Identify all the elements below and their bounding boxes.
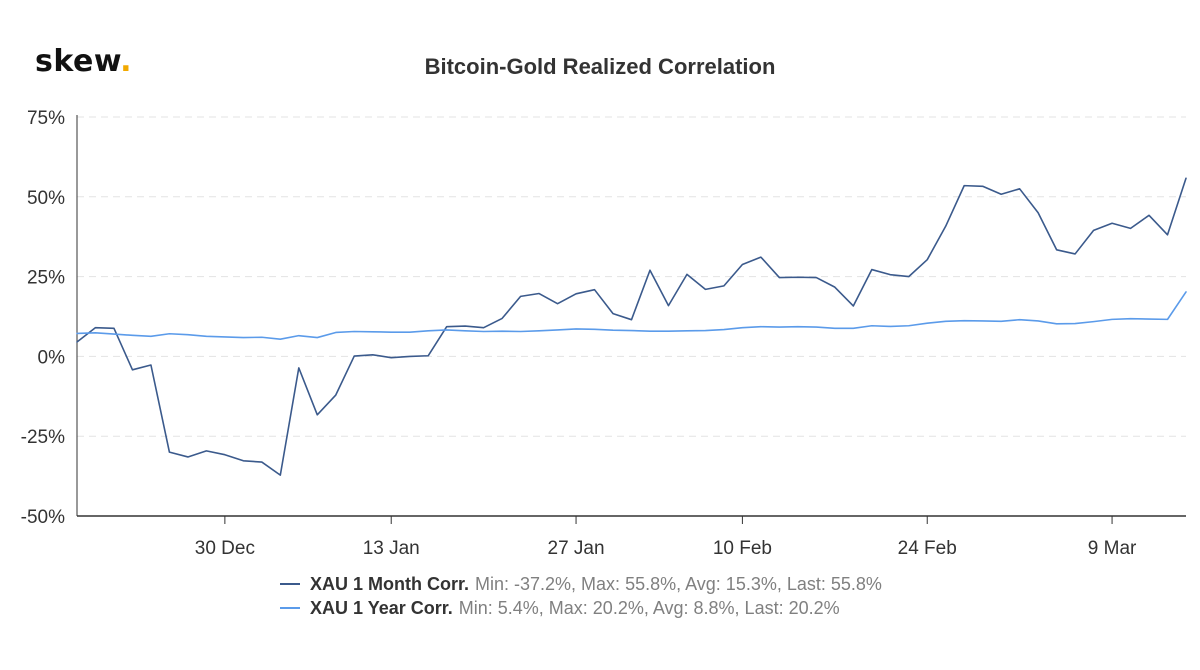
legend-swatch-1-year (280, 607, 300, 609)
legend-item-1-year[interactable]: XAU 1 Year Corr. Min: 5.4%, Max: 20.2%, … (280, 596, 882, 620)
brand-name: skew (35, 44, 121, 79)
chart-title: Bitcoin-Gold Realized Correlation (424, 54, 776, 79)
y-tick-label: -50% (21, 507, 65, 528)
legend-item-1-month[interactable]: XAU 1 Month Corr. Min: -37.2%, Max: 55.8… (280, 572, 882, 596)
legend[interactable]: XAU 1 Month Corr. Min: -37.2%, Max: 55.8… (280, 572, 882, 620)
legend-label-1-month: XAU 1 Month Corr. (310, 573, 470, 594)
skew-logo: skew. (35, 44, 132, 79)
series-line-1-month (76, 177, 1187, 476)
y-tick-label: 75% (27, 108, 65, 129)
axes: 75% 50% 25% 0% -25% -50% 30 Dec 13 Jan 27 Jan 10 … (21, 108, 1186, 559)
brand-dot: . (120, 44, 133, 79)
legend-label-1-year: XAU 1 Year Corr. (310, 597, 453, 618)
x-tick-label: 9 Mar (1088, 538, 1137, 559)
y-tick-label: 0% (38, 347, 66, 368)
series-lines (76, 177, 1187, 476)
legend-stats-1-year: Min: 5.4%, Max: 20.2%, Avg: 8.8%, Last: … (458, 597, 840, 618)
x-tick-label: 10 Feb (713, 538, 772, 559)
x-tick-label: 30 Dec (195, 538, 255, 559)
x-tick-label: 13 Jan (363, 538, 420, 559)
grid-lines (77, 116, 1186, 437)
legend-swatch-1-month (280, 583, 300, 585)
y-tick-label: 50% (27, 188, 65, 209)
legend-stats-1-month: Min: -37.2%, Max: 55.8%, Avg: 15.3%, Las… (475, 573, 882, 594)
y-tick-label: 25% (27, 268, 65, 289)
x-tick-label: 27 Jan (548, 538, 605, 559)
x-tick-label: 24 Feb (898, 538, 957, 559)
y-tick-label: -25% (21, 427, 65, 448)
series-line-1-year (76, 291, 1187, 340)
